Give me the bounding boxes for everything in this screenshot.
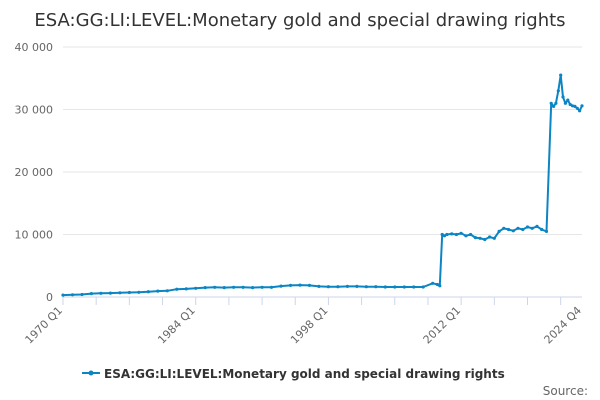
data-point — [552, 104, 556, 108]
data-point — [438, 284, 442, 288]
y-axis: 0 10 000 20 000 30 000 40 000 — [15, 41, 54, 304]
data-point — [442, 234, 447, 238]
data-point — [497, 229, 501, 233]
data-point — [478, 236, 482, 240]
data-point — [326, 285, 330, 289]
data-point — [61, 293, 65, 297]
data-point — [99, 291, 103, 295]
data-point — [165, 289, 169, 293]
data-point — [535, 224, 539, 228]
data-point — [184, 287, 188, 291]
data-point — [563, 101, 568, 105]
data-point — [492, 236, 496, 240]
data-point — [288, 283, 293, 287]
legend-label: ESA:GG:LI:LEVEL:Monetary gold and specia… — [104, 367, 505, 381]
data-point — [566, 98, 570, 102]
y-tick-label: 40 000 — [15, 41, 54, 54]
data-point — [483, 237, 487, 242]
data-point — [393, 285, 397, 289]
data-point — [80, 292, 84, 297]
data-point — [127, 290, 131, 295]
legend[interactable]: ESA:GG:LI:LEVEL:Monetary gold and specia… — [82, 367, 505, 381]
data-point — [175, 287, 179, 291]
data-point — [561, 95, 565, 99]
data-point — [435, 282, 439, 287]
y-tick-label: 10 000 — [15, 229, 54, 242]
data-point — [525, 225, 530, 229]
x-tick-label: 1970 Q1 — [23, 304, 66, 347]
data-point — [156, 289, 160, 293]
x-tick-label: 1984 Q1 — [155, 304, 198, 347]
data-point — [502, 226, 506, 230]
series-layer — [61, 73, 584, 297]
data-point — [279, 284, 283, 288]
data-point — [554, 101, 558, 105]
data-point — [549, 101, 553, 105]
data-point — [450, 232, 454, 236]
data-point — [459, 231, 463, 235]
data-point — [194, 286, 198, 290]
data-point — [412, 285, 416, 289]
data-point — [511, 229, 515, 233]
data-point — [454, 232, 458, 237]
data-point — [506, 227, 511, 232]
chart-title: ESA:GG:LI:LEVEL:Monetary gold and specia… — [34, 10, 565, 31]
data-point — [580, 104, 584, 108]
x-axis: 1970 Q1 1984 Q1 1998 Q1 2012 Q1 2024 Q4 — [23, 296, 585, 347]
data-point — [118, 291, 122, 295]
data-point — [540, 227, 544, 232]
data-point — [70, 293, 75, 297]
legend-swatch-marker — [88, 370, 94, 376]
data-point — [445, 232, 449, 237]
data-point — [521, 227, 525, 232]
data-point — [402, 285, 406, 289]
data-point — [89, 292, 93, 296]
data-point — [345, 284, 349, 288]
source-label: Source: — [543, 384, 588, 398]
data-point — [473, 236, 477, 240]
data-point — [222, 286, 226, 290]
series-line — [62, 74, 583, 297]
data-point — [469, 232, 473, 237]
y-tick-label: 20 000 — [15, 166, 54, 179]
data-point — [203, 286, 207, 290]
data-point — [374, 285, 378, 289]
x-tick-label: 1998 Q1 — [288, 304, 331, 347]
data-point — [488, 235, 492, 239]
data-point — [307, 283, 312, 287]
y-tick-label: 30 000 — [15, 104, 54, 117]
gridlines — [63, 46, 582, 235]
data-point — [146, 290, 150, 294]
x-tick-label: 2012 Q1 — [421, 304, 464, 347]
data-point — [241, 285, 245, 289]
data-point — [556, 89, 560, 93]
data-point — [559, 73, 563, 77]
data-point — [336, 285, 340, 289]
data-point — [232, 285, 236, 289]
data-point — [137, 290, 141, 294]
data-point — [530, 226, 534, 230]
data-point — [355, 284, 359, 288]
data-point — [108, 291, 112, 295]
data-point — [544, 229, 549, 233]
data-point — [251, 286, 255, 290]
data-point — [431, 281, 435, 285]
x-tick-label: 2024 Q4 — [542, 304, 585, 347]
data-point — [570, 104, 575, 108]
data-point — [260, 285, 264, 289]
data-point — [573, 104, 577, 108]
data-point — [464, 234, 468, 238]
data-point — [298, 283, 302, 287]
data-point — [213, 285, 217, 289]
data-point — [269, 285, 274, 289]
data-point — [383, 285, 387, 289]
data-point — [578, 109, 582, 113]
data-point — [421, 285, 425, 289]
y-tick-label: 0 — [46, 291, 53, 304]
data-point — [516, 226, 520, 230]
data-point — [317, 284, 321, 288]
data-point — [575, 106, 579, 110]
data-point — [364, 285, 368, 289]
